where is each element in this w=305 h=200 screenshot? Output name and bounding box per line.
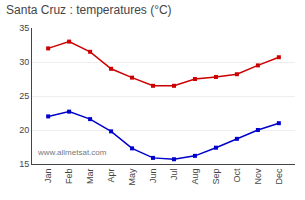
svg-text:Sep: Sep (211, 169, 221, 185)
svg-text:Jun: Jun (148, 169, 158, 184)
svg-text:Dec: Dec (274, 168, 284, 185)
svg-text:Jul: Jul (169, 169, 179, 181)
svg-text:Nov: Nov (253, 168, 263, 185)
svg-text:www.allmetsat.com: www.allmetsat.com (37, 148, 107, 157)
svg-text:35: 35 (19, 23, 29, 33)
svg-text:May: May (127, 168, 137, 186)
svg-text:25: 25 (19, 91, 29, 101)
svg-text:Feb: Feb (64, 169, 74, 185)
svg-text:Aug: Aug (190, 169, 200, 185)
svg-text:Mar: Mar (85, 169, 95, 185)
svg-text:20: 20 (19, 125, 29, 135)
svg-text:Oct: Oct (232, 168, 242, 183)
svg-text:Santa Cruz : temperatures (°C): Santa Cruz : temperatures (°C) (6, 3, 172, 17)
svg-text:Jan: Jan (43, 169, 53, 184)
svg-text:30: 30 (19, 57, 29, 67)
svg-text:Apr: Apr (106, 169, 116, 183)
svg-text:15: 15 (19, 159, 29, 169)
